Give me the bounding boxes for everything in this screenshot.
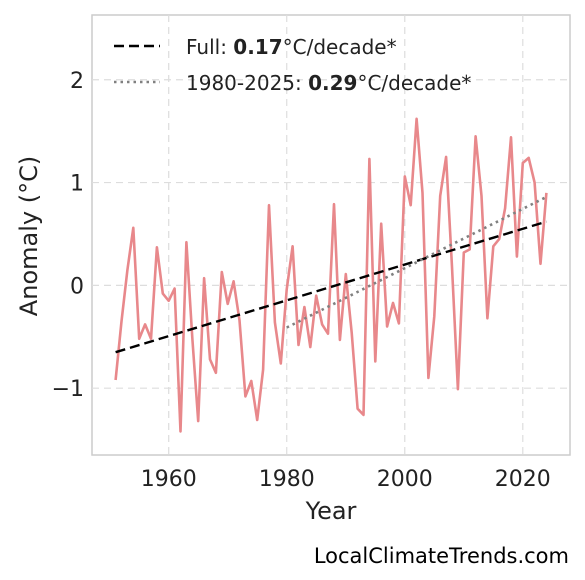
site-credit: LocalClimateTrends.com [313,544,569,568]
x-tick-label: 2000 [377,467,433,492]
legend-recent-prefix: 1980-2025: [186,71,308,95]
x-tick-label: 1960 [141,467,197,492]
series-layer [114,117,548,433]
anomaly-series-line [114,117,548,433]
y-tick-label: −1 [52,377,84,402]
legend-recent-value: 0.29 [308,71,357,95]
legend: Full: 0.17°C/decade* 1980-2025: 0.29°C/d… [114,35,471,95]
trend-line-1980-2025 [286,195,547,329]
legend-full-prefix: Full: [186,35,233,59]
trend-lines [115,195,547,354]
x-tick-labels: 1960 1980 2000 2020 [141,467,551,492]
trend-line-full [115,220,547,354]
y-tick-label: 1 [70,172,84,197]
plot-frame [91,14,571,456]
x-tick-label: 2020 [495,467,551,492]
y-tick-label: 2 [70,69,84,94]
x-axis-title: Year [305,497,357,525]
legend-recent-suffix: °C/decade* [357,71,471,95]
legend-full-value: 0.17 [233,35,282,59]
y-tick-label: 0 [70,274,84,299]
y-tick-labels: 2 1 0 −1 [52,69,84,402]
legend-label-recent: 1980-2025: 0.29°C/decade* [186,71,471,95]
legend-full-suffix: °C/decade* [283,35,397,59]
x-tick-label: 1980 [259,467,315,492]
y-axis-title: Anomaly (°C) [15,156,43,316]
legend-label-full: Full: 0.17°C/decade* [186,35,397,59]
